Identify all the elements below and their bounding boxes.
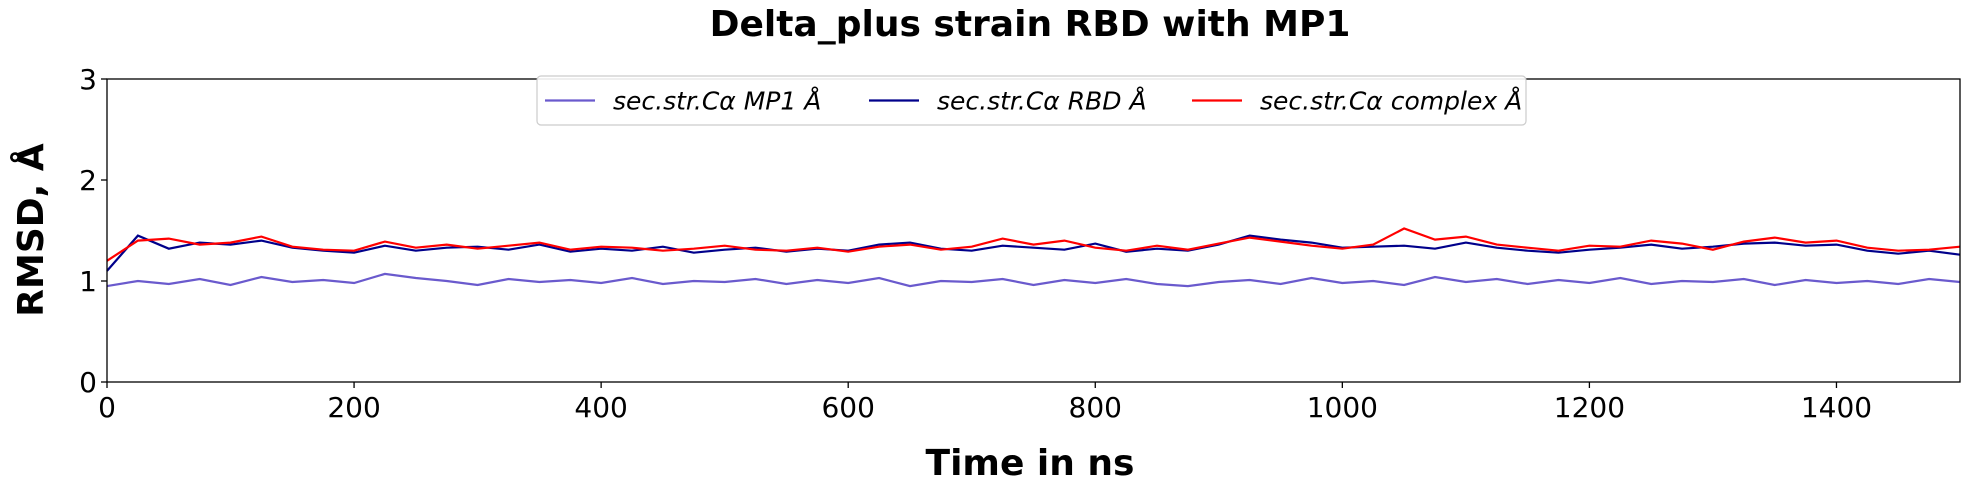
series-line-3 [106,227,1961,262]
y-axis-label: RMSD, Å [10,143,52,317]
x-tick-label: 200 [327,391,380,424]
x-axis-label: Time in ns [926,443,1135,484]
x-tick-label: 800 [1069,391,1122,424]
x-tick-label: 1400 [1801,391,1872,424]
series-line-2 [106,234,1961,272]
chart-title: Delta_plus strain RBD with MP1 [710,4,1351,45]
x-tick-label: 1200 [1554,391,1625,424]
legend-box [536,75,1527,126]
x-axis-ticks: 0 200 400 600 800 1000 1200 1400 [98,382,1872,424]
legend-label: sec.str.Cα RBD Å [937,87,1147,116]
legend-label: sec.str.Cα complex Å [1260,87,1522,116]
x-tick-label: 1000 [1307,391,1378,424]
legend-label: sec.str.Cα MP1 Å [613,87,821,116]
plot-area [106,78,1961,383]
y-tick-label: 0 [79,366,97,399]
y-tick-label: 3 [79,63,97,96]
x-tick-label: 600 [821,391,874,424]
series-line-1 [106,272,1961,288]
y-tick-label: 2 [79,164,97,197]
x-tick-label: 0 [98,391,116,424]
x-tick-label: 400 [574,391,627,424]
y-tick-label: 1 [79,265,97,298]
y-axis-ticks: 0 1 2 3 [79,63,107,399]
legend: sec.str.Cα MP1 Å sec.str.Cα RBD Å sec.str.… [536,75,1527,126]
